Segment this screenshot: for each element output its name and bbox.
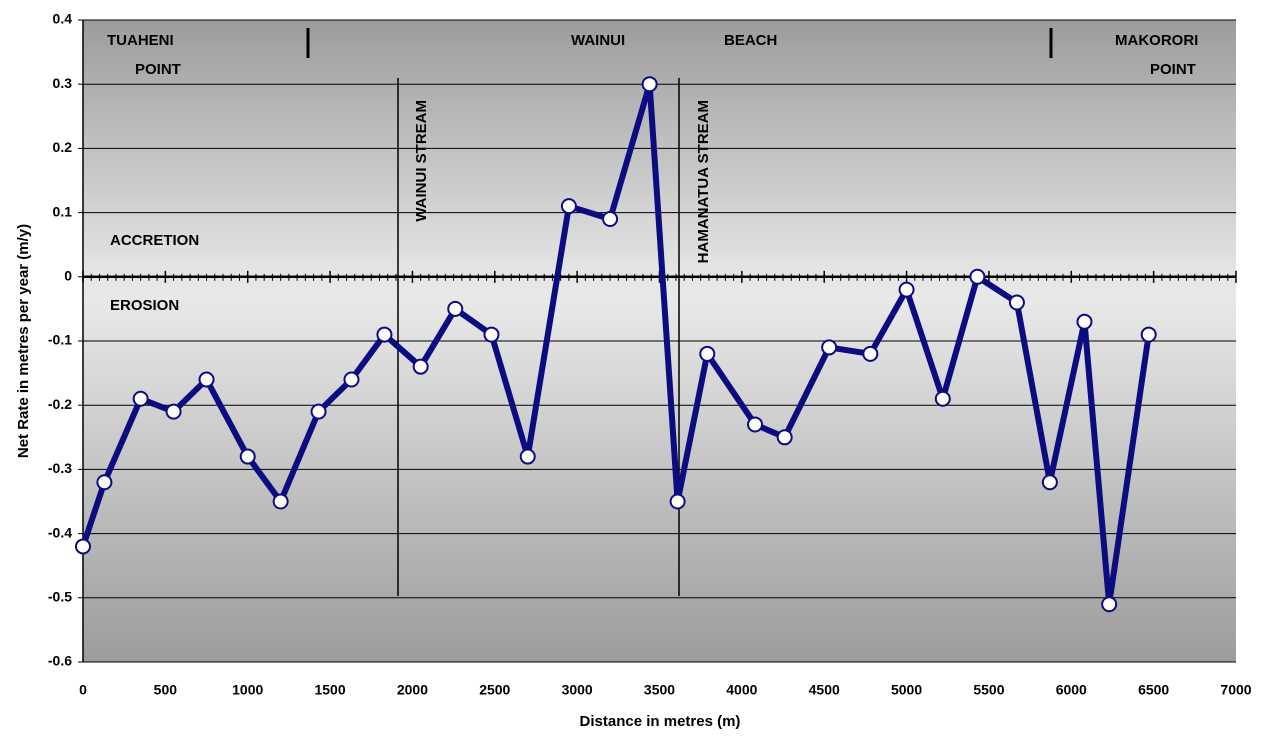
x-tick-label: 2000 (397, 682, 428, 698)
y-axis-label: Net Rate in metres per year (m/y) (15, 224, 32, 458)
data-point (1140, 326, 1157, 343)
y-tick-label: 0.4 (53, 11, 73, 27)
y-tick-label: 0.3 (53, 75, 73, 91)
data-point (343, 371, 360, 388)
annotation: WAINUI STREAM (413, 100, 430, 222)
data-point (669, 493, 686, 510)
y-tick-label: -0.1 (48, 332, 72, 348)
y-tick-label: 0.2 (53, 139, 73, 155)
annotation: BEACH (724, 32, 777, 49)
x-tick-label: 5000 (891, 682, 922, 698)
data-point (239, 448, 256, 465)
y-tick-label: 0 (64, 268, 72, 284)
data-point (1008, 294, 1025, 311)
data-point (602, 211, 619, 228)
x-tick-label: 4000 (726, 682, 757, 698)
annotation: TUAHENI (107, 32, 174, 49)
y-tick-label: -0.5 (48, 589, 72, 605)
y-tick-label: -0.2 (48, 396, 72, 412)
data-point (969, 268, 986, 285)
x-tick-label: 3500 (644, 682, 675, 698)
data-point (641, 76, 658, 93)
annotation: POINT (1150, 61, 1196, 78)
data-point (75, 538, 91, 555)
data-point (898, 281, 915, 298)
y-tick-label: -0.3 (48, 460, 72, 476)
x-tick-label: 1500 (314, 682, 345, 698)
annotation: POINT (135, 61, 181, 78)
x-tick-label: 5500 (973, 682, 1004, 698)
x-tick-label: 4500 (809, 682, 840, 698)
x-axis-label: Distance in metres (m) (580, 713, 741, 730)
x-tick-label: 500 (154, 682, 178, 698)
y-tick-label: -0.4 (48, 524, 72, 540)
annotation: HAMANATUA STREAM (695, 100, 712, 263)
data-point (1101, 596, 1118, 613)
data-point (747, 416, 764, 433)
data-point (821, 339, 838, 356)
data-point (198, 371, 215, 388)
data-point (96, 474, 113, 491)
x-tick-label: 1000 (232, 682, 263, 698)
data-point (776, 429, 793, 446)
x-tick-label: 6000 (1056, 682, 1087, 698)
annotation: ACCRETION (110, 232, 199, 249)
x-tick-label: 7000 (1220, 682, 1251, 698)
data-point (272, 493, 289, 510)
data-point (934, 390, 951, 407)
x-tick-label: 2500 (479, 682, 510, 698)
y-tick-label: 0.1 (53, 203, 73, 219)
data-point (132, 390, 149, 407)
data-point (483, 326, 500, 343)
y-tick-label: -0.6 (48, 653, 72, 669)
data-point (412, 358, 429, 375)
x-tick-label: 6500 (1138, 682, 1169, 698)
data-point (1076, 313, 1093, 330)
data-point (519, 448, 536, 465)
data-point (310, 403, 327, 420)
data-point (862, 345, 879, 362)
data-point (165, 403, 182, 420)
data-point (699, 345, 716, 362)
annotation: WAINUI (571, 32, 625, 49)
data-point (560, 198, 577, 215)
annotation: EROSION (110, 297, 179, 314)
x-tick-label: 0 (79, 682, 87, 698)
annotation: MAKORORI (1115, 32, 1198, 49)
data-point (376, 326, 393, 343)
data-point (1041, 474, 1058, 491)
x-tick-label: 3000 (562, 682, 593, 698)
data-point (447, 300, 464, 317)
